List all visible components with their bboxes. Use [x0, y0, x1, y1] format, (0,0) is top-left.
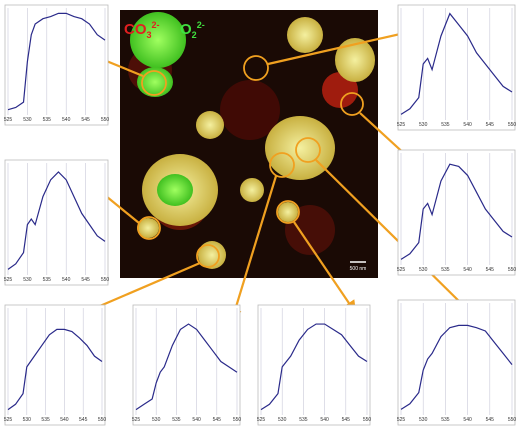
- x-tick-label: 530: [23, 117, 32, 123]
- x-tick-label: 535: [299, 417, 308, 423]
- spectrum: [400, 163, 513, 260]
- panel: [397, 299, 516, 426]
- x-tick-label: 535: [441, 122, 450, 128]
- panel: [397, 4, 516, 131]
- panel: [257, 304, 371, 426]
- x-tick-label: 535: [41, 417, 50, 423]
- spectrum: [400, 324, 513, 410]
- x-tick-label: 540: [463, 122, 472, 128]
- micrograph: 500 nm CO32- O22-: [120, 10, 378, 278]
- spectrum: [7, 12, 106, 111]
- legend-peroxide: O22-: [180, 20, 205, 40]
- x-tick-label: 550: [508, 122, 517, 128]
- spectrum: [135, 323, 238, 411]
- x-tick-label: 545: [213, 417, 222, 423]
- x-tick-label: 545: [486, 267, 495, 273]
- legend-sup: 2-: [197, 20, 205, 30]
- legend-text: O: [180, 21, 192, 38]
- panel: [397, 149, 516, 276]
- x-tick-label: 525: [397, 122, 406, 128]
- x-tick-label: 535: [441, 267, 450, 273]
- x-tick-label: 545: [342, 417, 351, 423]
- spectrum: [7, 171, 106, 270]
- x-tick-label: 530: [23, 277, 32, 283]
- x-tick-label: 545: [81, 277, 90, 283]
- x-tick-label: 535: [172, 417, 181, 423]
- x-tick-label: 525: [257, 417, 266, 423]
- x-tick-label: 530: [419, 267, 428, 273]
- x-tick-label: 550: [98, 417, 107, 423]
- x-tick-label: 535: [43, 277, 52, 283]
- legend-sup: 2-: [152, 20, 160, 30]
- x-tick-label: 540: [320, 417, 329, 423]
- x-tick-label: 550: [101, 277, 110, 283]
- x-tick-label: 525: [4, 417, 13, 423]
- x-tick-label: 530: [152, 417, 161, 423]
- x-tick-label: 545: [486, 417, 495, 423]
- x-tick-label: 545: [486, 122, 495, 128]
- x-tick-label: 525: [397, 267, 406, 273]
- x-tick-label: 540: [62, 117, 71, 123]
- x-tick-label: 540: [463, 267, 472, 273]
- x-tick-label: 525: [4, 277, 13, 283]
- callouts: [57, 25, 472, 323]
- legend-sub: 3: [147, 30, 152, 40]
- spectrum: [7, 328, 103, 411]
- x-tick-label: 535: [43, 117, 52, 123]
- x-tick-label: 540: [62, 277, 71, 283]
- scale-bar-label: 500 nm: [350, 266, 367, 272]
- x-tick-label: 550: [101, 117, 110, 123]
- legend-sub: 2: [192, 30, 197, 40]
- panel: [132, 304, 241, 426]
- x-tick-label: 540: [192, 417, 201, 423]
- panel: [4, 159, 109, 286]
- x-tick-label: 525: [397, 417, 406, 423]
- x-tick-label: 540: [463, 417, 472, 423]
- x-tick-label: 530: [419, 122, 428, 128]
- legend-carbonate: CO32-: [124, 20, 160, 40]
- x-tick-label: 550: [508, 417, 517, 423]
- x-tick-label: 540: [60, 417, 69, 423]
- x-tick-label: 550: [233, 417, 242, 423]
- x-tick-label: 545: [79, 417, 88, 423]
- x-tick-label: 545: [81, 117, 90, 123]
- spectrum: [260, 323, 368, 411]
- x-tick-label: 525: [132, 417, 141, 423]
- x-tick-label: 530: [419, 417, 428, 423]
- x-tick-label: 530: [23, 417, 32, 423]
- x-tick-label: 550: [363, 417, 372, 423]
- x-tick-label: 530: [278, 417, 287, 423]
- x-tick-label: 525: [4, 117, 13, 123]
- panel: [4, 4, 109, 126]
- x-tick-label: 535: [441, 417, 450, 423]
- legend-text: CO: [124, 21, 147, 38]
- panel: [4, 304, 106, 426]
- x-tick-label: 550: [508, 267, 517, 273]
- spectrum: [400, 12, 513, 115]
